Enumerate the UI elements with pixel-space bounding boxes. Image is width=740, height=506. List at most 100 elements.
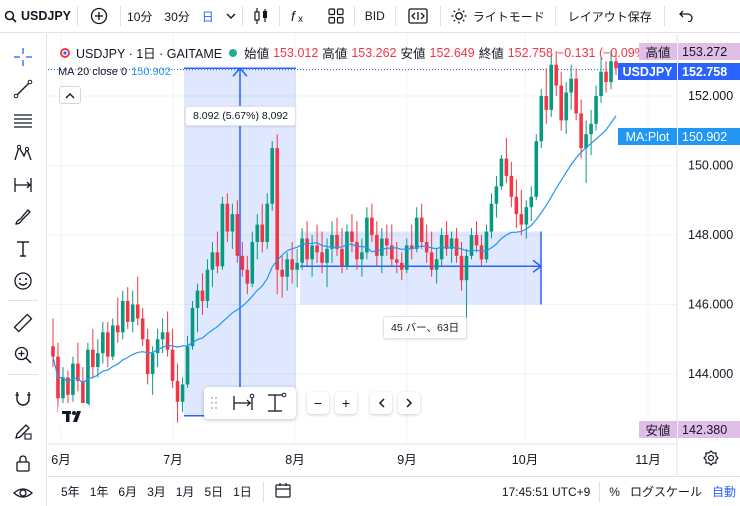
indicator-legend[interactable]: MA 20 close 0 150.902	[58, 66, 171, 78]
candle-body	[205, 269, 210, 302]
magnet-tool[interactable]	[10, 386, 36, 412]
ma-tag-value: 150.902	[678, 128, 740, 145]
fib-tool[interactable]	[10, 108, 36, 134]
chart-settings-button[interactable]	[703, 450, 719, 469]
candle-body	[190, 307, 195, 347]
scroll-left-button[interactable]	[370, 392, 392, 414]
drag-handle-icon[interactable]	[210, 396, 218, 413]
brush-tool[interactable]	[10, 204, 36, 230]
candle-body	[290, 259, 294, 270]
range-1y[interactable]: 1年	[89, 485, 109, 499]
zoom-in-button[interactable]: +	[335, 392, 357, 414]
candle-body	[200, 290, 205, 302]
lock-tool[interactable]	[10, 450, 36, 476]
candle-body	[330, 235, 334, 249]
range-1m[interactable]: 1月	[175, 485, 195, 499]
range-5y[interactable]: 5年	[61, 485, 80, 499]
candle-body	[469, 235, 474, 256]
candle-body	[375, 235, 379, 256]
candle-body	[185, 346, 190, 385]
measure-box-secondary	[300, 231, 541, 305]
chart-type-button[interactable]	[243, 0, 279, 33]
candle-body	[295, 262, 299, 270]
auto-scale-toggle[interactable]: 自動	[711, 485, 736, 499]
scroll-right-button[interactable]	[398, 392, 420, 414]
candle-body	[96, 353, 100, 368]
candle-body	[235, 214, 240, 256]
interval-30m[interactable]: 30分	[164, 9, 190, 24]
divider	[554, 6, 556, 26]
pattern-tool[interactable]	[10, 140, 36, 166]
symbol-search[interactable]: USDJPY	[0, 0, 77, 33]
candle-body	[504, 158, 509, 176]
low-tag-label: 安値	[639, 421, 677, 438]
compare-button[interactable]	[78, 0, 120, 33]
sun-icon	[451, 8, 467, 24]
zoom-tool[interactable]	[10, 342, 36, 368]
goto-date-button[interactable]	[270, 482, 298, 501]
close-label: 終値	[478, 47, 504, 61]
candle-body	[484, 231, 489, 260]
text-tool[interactable]	[10, 236, 36, 262]
horizontal-lines-icon	[14, 114, 32, 128]
candle-body	[310, 245, 314, 260]
draw-mode-tool[interactable]	[10, 418, 36, 444]
candle-body	[61, 377, 65, 399]
undo-button[interactable]	[665, 0, 707, 33]
candle-body	[195, 290, 200, 308]
ruler-tool[interactable]	[10, 310, 36, 336]
low-tag-value: 142.380	[678, 421, 740, 438]
interval-10m[interactable]: 10分	[127, 9, 153, 24]
price-chart[interactable]: 154.000152.000150.000148.000146.000144.0…	[48, 34, 740, 506]
range-3m[interactable]: 3月	[147, 485, 166, 499]
grid-icon	[328, 8, 344, 24]
visibility-tool[interactable]	[10, 480, 36, 506]
candle-body	[434, 259, 439, 270]
candle-body	[225, 203, 230, 232]
light-mode-button[interactable]: ライトモード	[441, 0, 555, 33]
range-5d[interactable]: 5日	[204, 485, 224, 499]
ma-tag-label: MA:Plot	[618, 128, 677, 145]
interval-dropdown[interactable]	[220, 0, 242, 33]
candle-body	[66, 377, 70, 395]
percent-toggle[interactable]: %	[609, 484, 620, 499]
range-1d[interactable]: 1日	[233, 485, 252, 499]
emoji-tool[interactable]	[10, 268, 36, 294]
lock-icon	[16, 455, 30, 472]
measure-arrow-head-up	[232, 67, 248, 77]
candle-body	[91, 349, 95, 368]
crosshair-tool[interactable]	[10, 44, 36, 70]
bid-button[interactable]: BID	[364, 9, 385, 23]
candle-body	[76, 363, 80, 381]
divider	[439, 6, 441, 26]
candle-body	[589, 123, 593, 135]
interval-day[interactable]: 日	[201, 9, 214, 24]
replay-button[interactable]	[396, 0, 440, 33]
candle-body	[499, 158, 504, 187]
change-value: −0.131 (−0.09%)	[556, 45, 651, 60]
candle-body	[584, 134, 588, 149]
tradingview-logo[interactable]	[58, 403, 90, 429]
save-layout-button[interactable]: レイアウト保存	[567, 9, 652, 24]
templates-button[interactable]	[318, 0, 354, 33]
range-6m[interactable]: 6月	[118, 485, 138, 499]
time-tick-label: 6月	[51, 453, 70, 467]
trend-line-tool[interactable]	[10, 76, 36, 102]
measure-tool[interactable]	[10, 172, 36, 198]
time-tick-label: 7月	[163, 453, 182, 467]
symbol-label: USDJPY	[21, 9, 72, 23]
log-scale-toggle[interactable]: ログスケール	[629, 485, 702, 499]
divider	[262, 481, 264, 502]
divider	[77, 6, 79, 26]
price-range-button[interactable]	[264, 392, 288, 417]
divider	[394, 6, 396, 26]
price-range-icon	[268, 392, 287, 412]
candle-body	[464, 255, 469, 281]
zoom-out-button[interactable]: −	[307, 392, 329, 414]
date-range-button[interactable]	[231, 392, 255, 417]
clock-display[interactable]: 17:45:51 UTC+9	[501, 484, 591, 499]
collapse-legend-button[interactable]	[59, 86, 81, 104]
candle-body	[120, 301, 125, 333]
candle-body	[335, 235, 339, 249]
